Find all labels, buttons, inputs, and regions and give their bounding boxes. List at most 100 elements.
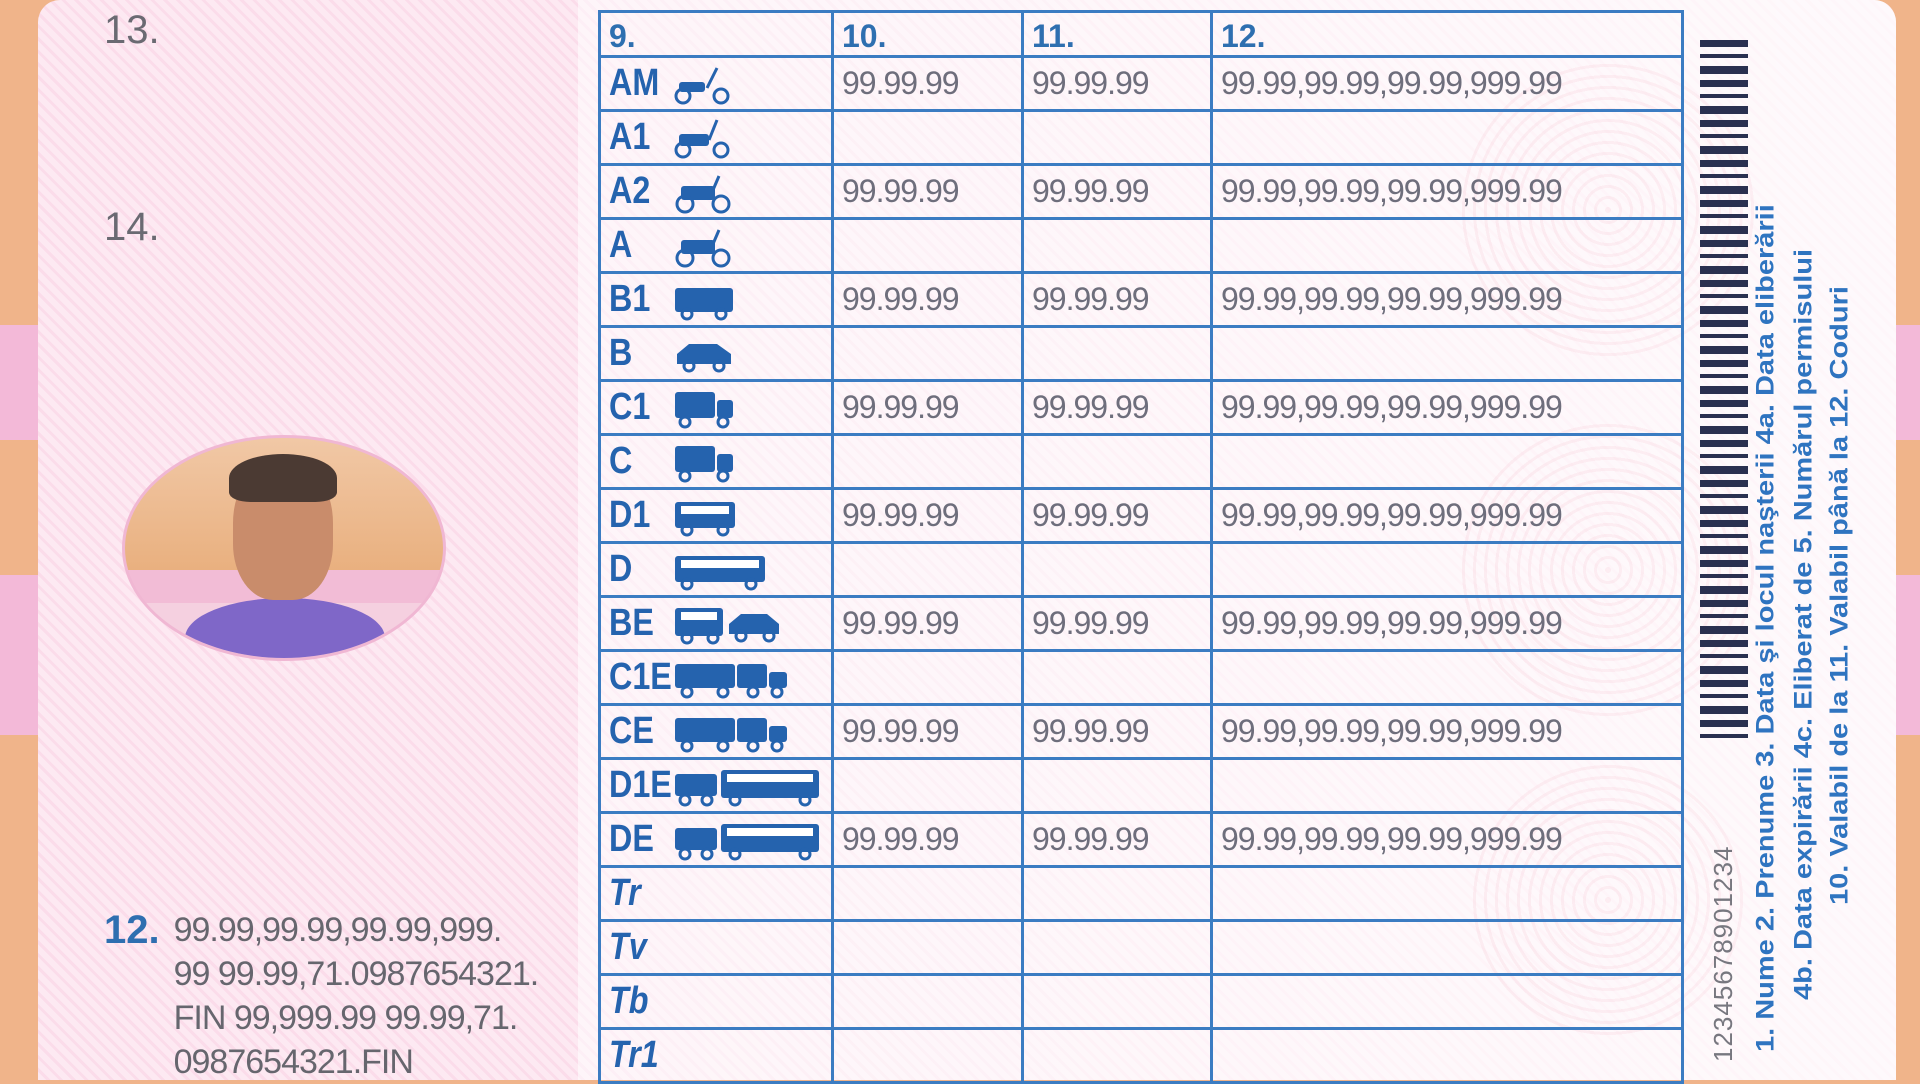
category-cell: BE bbox=[598, 595, 834, 652]
codes-line: 0987654321.FIN bbox=[173, 1043, 414, 1081]
codes-cell: 99.99,99.99,99.99,999.99 bbox=[1210, 811, 1684, 868]
truck-icon bbox=[675, 445, 733, 482]
truck-icon bbox=[675, 391, 733, 428]
valid-to-cell: 99.99.99 bbox=[1021, 811, 1213, 868]
category-label: D bbox=[609, 548, 633, 590]
codes-cell bbox=[1210, 217, 1684, 274]
valid-from-cell bbox=[831, 919, 1024, 976]
valid-from-cell bbox=[831, 433, 1024, 490]
valid-from: 99.99.99 bbox=[842, 605, 960, 641]
valid-to-cell bbox=[1021, 325, 1213, 382]
table-row: Tb bbox=[598, 973, 1684, 1030]
category-cell: C1 bbox=[598, 379, 834, 436]
left-pink-band bbox=[0, 325, 40, 440]
truck-trailer-icon bbox=[675, 663, 787, 698]
valid-to-cell bbox=[1021, 757, 1213, 814]
motorcycle-icon bbox=[675, 228, 731, 267]
valid-from-cell bbox=[831, 1027, 1024, 1084]
restriction-codes: 99.99,99.99,99.99,999.99 bbox=[1221, 65, 1563, 101]
codes-cell bbox=[1210, 919, 1684, 976]
table-row: Tv bbox=[598, 919, 1684, 976]
category-label: Tb bbox=[609, 980, 649, 1022]
left-pink-band bbox=[0, 575, 40, 735]
table-row: DE 99.99.99 99.99.99 99.99,99.99,99.99,9… bbox=[598, 811, 1684, 868]
table-row: Tr1 bbox=[598, 1027, 1684, 1084]
category-cell: Tb bbox=[598, 973, 834, 1030]
valid-to-cell: 99.99.99 bbox=[1021, 163, 1213, 220]
codes-line: FIN 99,999.99 99.99,71. bbox=[173, 999, 519, 1037]
category-label: BE bbox=[609, 602, 654, 644]
motorcycle-icon bbox=[675, 174, 731, 213]
category-label: D1 bbox=[609, 494, 651, 536]
valid-from-cell: 99.99.99 bbox=[831, 595, 1024, 652]
category-label: A1 bbox=[609, 116, 651, 158]
category-cell: D bbox=[598, 541, 834, 598]
codes-cell bbox=[1210, 865, 1684, 922]
valid-from-cell: 99.99.99 bbox=[831, 271, 1024, 328]
table-row: D1E bbox=[598, 757, 1684, 814]
codes-cell bbox=[1210, 1027, 1684, 1084]
field-13-label: 13. bbox=[104, 8, 160, 52]
category-cell: C bbox=[598, 433, 834, 490]
valid-from-cell: 99.99.99 bbox=[831, 55, 1024, 112]
valid-from: 99.99.99 bbox=[842, 389, 960, 425]
category-label: Tr1 bbox=[609, 1034, 659, 1076]
codes-line: 99.99,99.99,99.99,999. bbox=[173, 911, 503, 949]
valid-from: 99.99.99 bbox=[842, 65, 960, 101]
valid-from: 99.99.99 bbox=[842, 713, 960, 749]
valid-from-cell: 99.99.99 bbox=[831, 703, 1024, 760]
table-row: C bbox=[598, 433, 1684, 490]
valid-to-cell: 99.99.99 bbox=[1021, 487, 1213, 544]
valid-from: 99.99.99 bbox=[842, 281, 960, 317]
valid-from-cell bbox=[831, 109, 1024, 166]
van-icon bbox=[675, 287, 733, 320]
table-header: 9. 10. 11. 12. bbox=[598, 10, 1684, 58]
bus-icon bbox=[675, 555, 765, 590]
restriction-codes: 99.99,99.99,99.99,999.99 bbox=[1221, 497, 1563, 533]
valid-from-cell: 99.99.99 bbox=[831, 379, 1024, 436]
legend-line-3: 10. Valabil de la 11. Valabil până la 12… bbox=[1826, 286, 1854, 905]
table-row: A1 bbox=[598, 109, 1684, 166]
category-label: DE bbox=[609, 818, 654, 860]
valid-to-cell bbox=[1021, 217, 1213, 274]
valid-from-cell bbox=[831, 649, 1024, 706]
valid-from: 99.99.99 bbox=[842, 497, 960, 533]
header-11: 11. bbox=[1021, 10, 1213, 58]
valid-from: 99.99.99 bbox=[842, 173, 960, 209]
moped-icon bbox=[674, 118, 730, 158]
valid-from: 99.99.99 bbox=[842, 821, 960, 857]
valid-to-cell bbox=[1021, 1027, 1213, 1084]
codes-cell bbox=[1210, 757, 1684, 814]
valid-to-cell: 99.99.99 bbox=[1021, 379, 1213, 436]
table-row: D1 99.99.99 99.99.99 99.99,99.99,99.99,9… bbox=[598, 487, 1684, 544]
category-cell: A2 bbox=[598, 163, 834, 220]
valid-to-cell bbox=[1021, 649, 1213, 706]
category-label: C1E bbox=[609, 656, 672, 698]
right-pink-band bbox=[1894, 325, 1920, 440]
codes-cell bbox=[1210, 325, 1684, 382]
valid-to: 99.99.99 bbox=[1032, 65, 1150, 101]
category-cell: Tr bbox=[598, 865, 834, 922]
category-cell: B bbox=[598, 325, 834, 382]
valid-to-cell bbox=[1021, 109, 1213, 166]
valid-to-cell: 99.99.99 bbox=[1021, 55, 1213, 112]
table-row: CE 99.99.99 99.99.99 99.99,99.99,99.99,9… bbox=[598, 703, 1684, 760]
valid-from-cell bbox=[831, 217, 1024, 274]
valid-to-cell: 99.99.99 bbox=[1021, 271, 1213, 328]
category-cell: D1 bbox=[598, 487, 834, 544]
category-label: Tv bbox=[609, 926, 647, 968]
legend-line-1: 1. Nume 2. Prenume 3. Data şi locul naşt… bbox=[1752, 204, 1780, 1052]
valid-to: 99.99.99 bbox=[1032, 713, 1150, 749]
categories-table: 9. 10. 11. 12. AM 99.99.99 99.99.99 99.9… bbox=[598, 10, 1684, 1084]
holder-photo bbox=[122, 435, 446, 661]
category-label: C1 bbox=[609, 386, 651, 428]
scooter-icon bbox=[674, 66, 730, 104]
valid-from-cell bbox=[831, 541, 1024, 598]
table-row: B1 99.99.99 99.99.99 99.99,99.99,99.99,9… bbox=[598, 271, 1684, 328]
category-label: AM bbox=[609, 62, 660, 104]
valid-to: 99.99.99 bbox=[1032, 173, 1150, 209]
valid-to: 99.99.99 bbox=[1032, 605, 1150, 641]
field-14-label: 14. bbox=[104, 205, 160, 249]
category-label: D1E bbox=[609, 764, 672, 806]
field-12-codes: 12. 99.99,99.99,99.99,999. 99 99.99,71.0… bbox=[104, 908, 539, 1084]
